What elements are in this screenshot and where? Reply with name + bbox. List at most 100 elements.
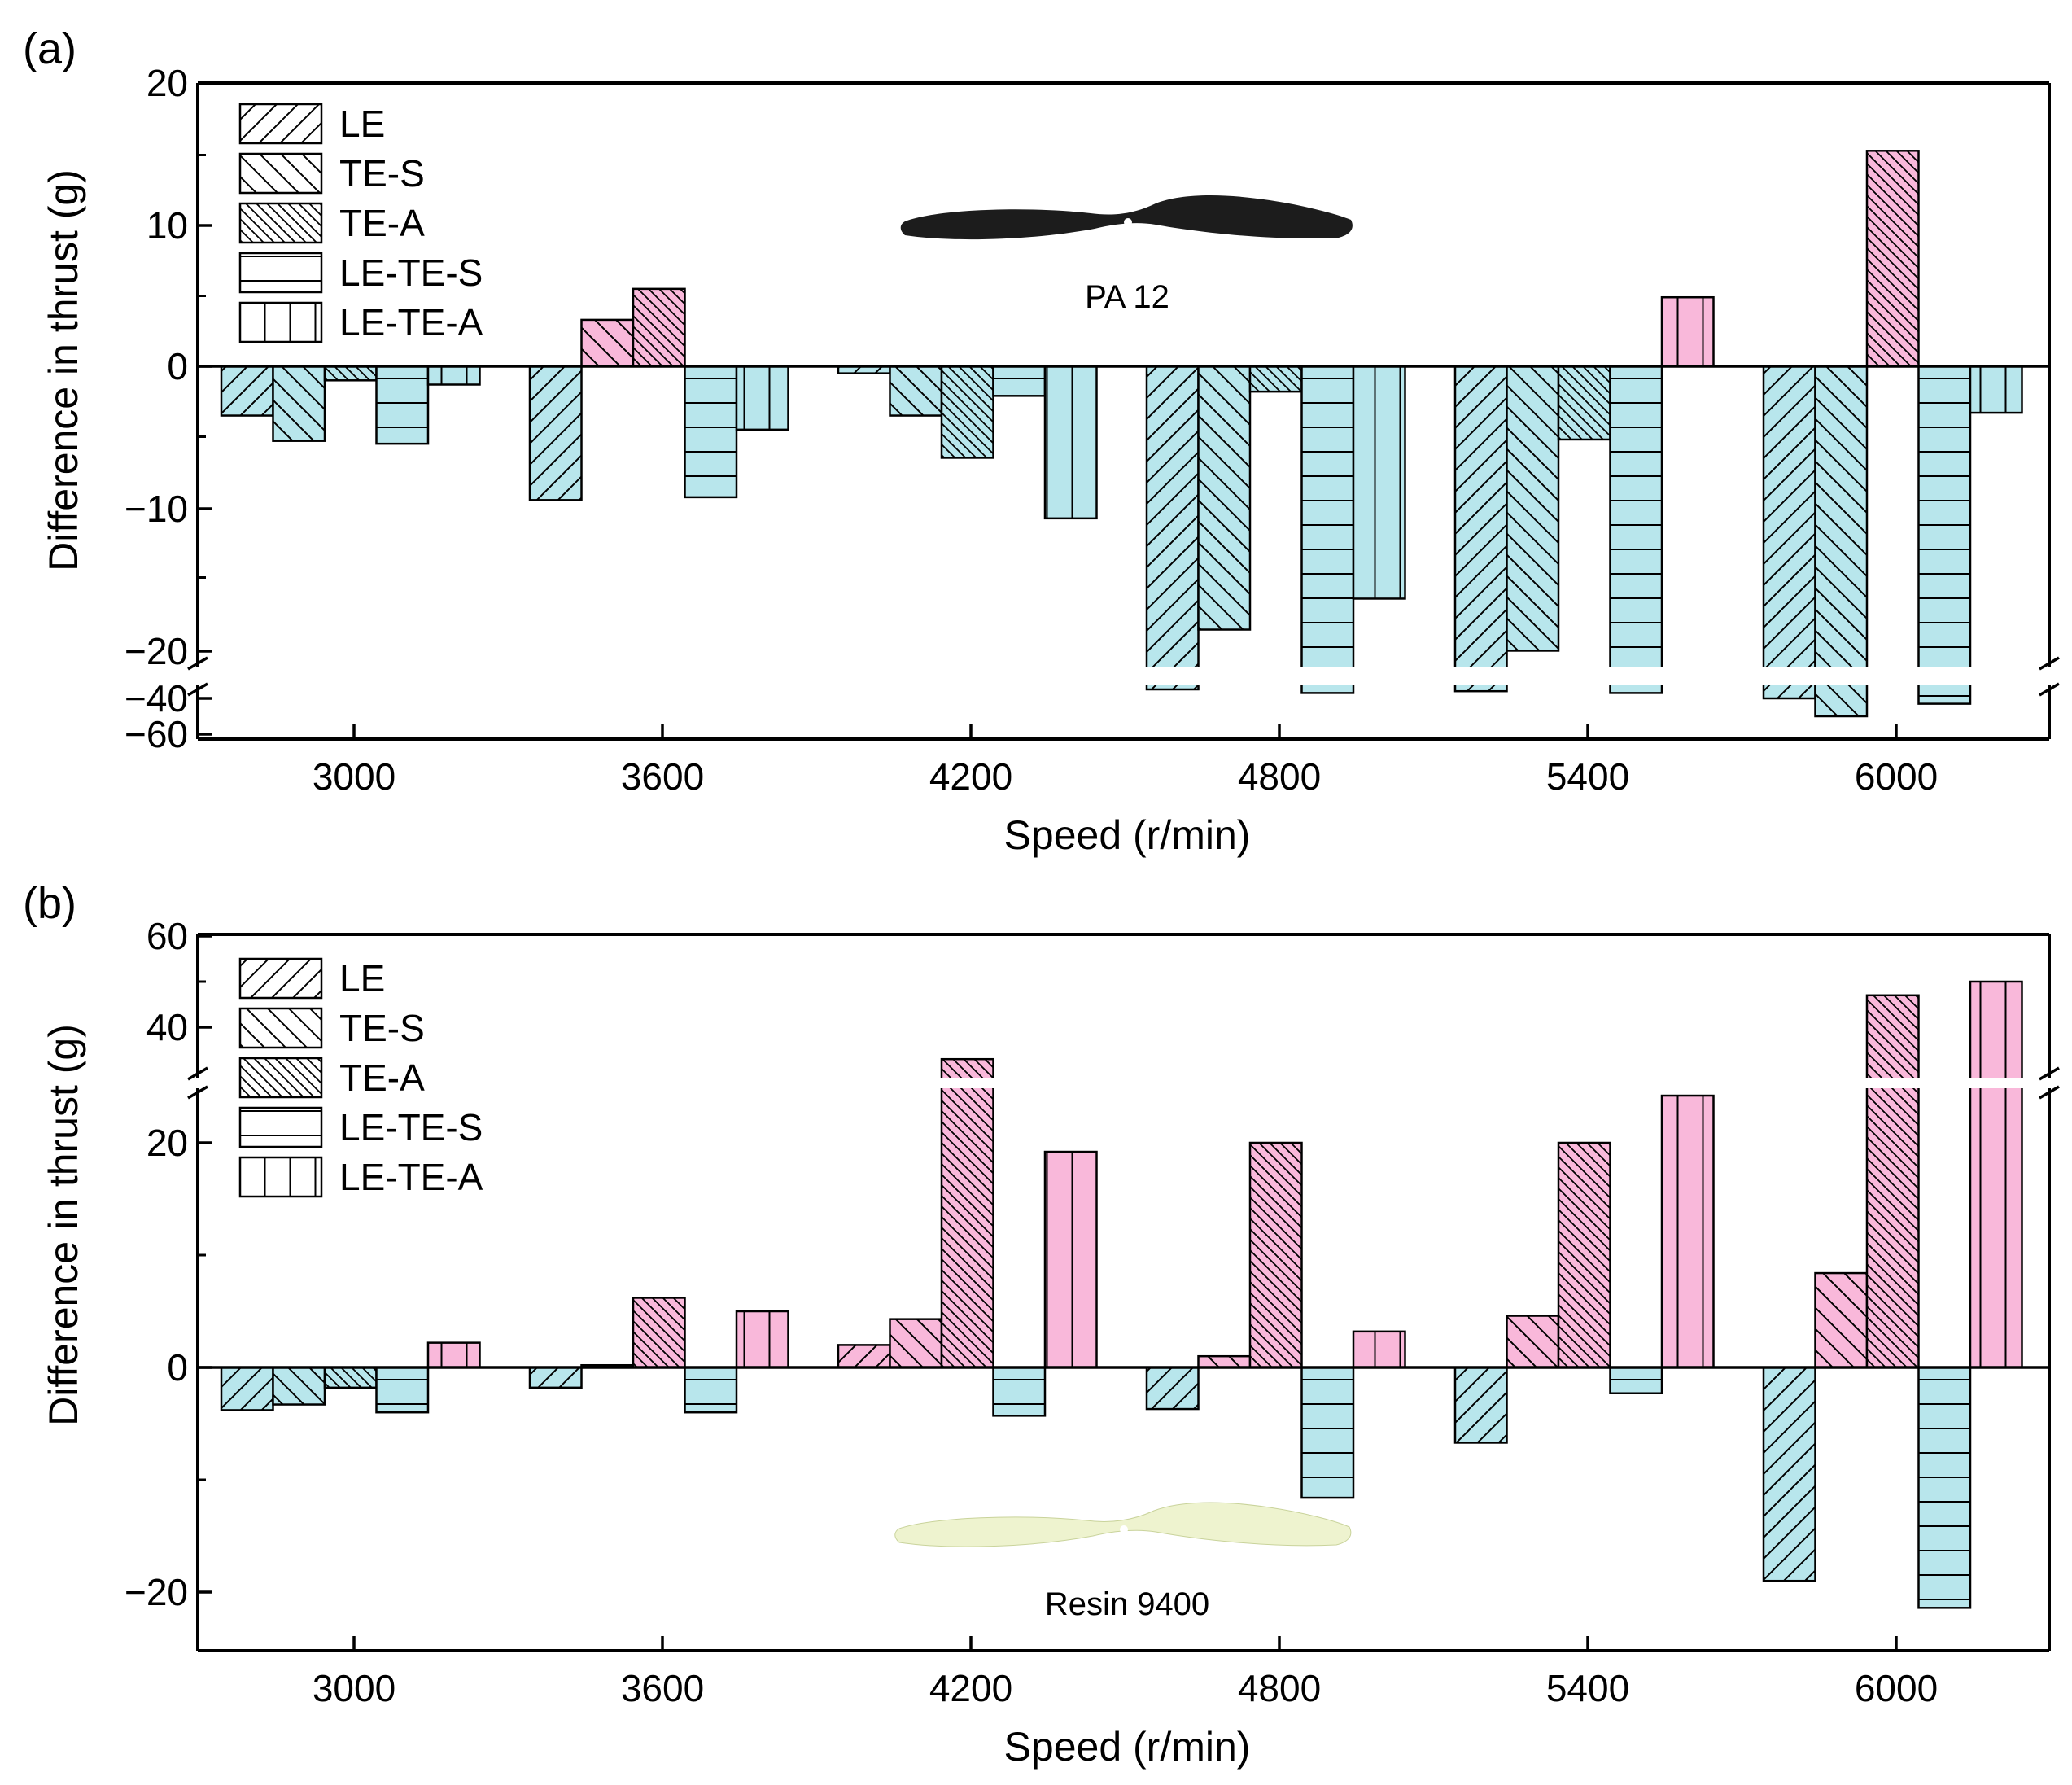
propeller-resin9400-image [894, 1502, 1352, 1547]
svg-text:4200: 4200 [929, 755, 1012, 798]
panel-b-material-label: Resin 9400 [1045, 1586, 1209, 1622]
bar-te-s-3000 [272, 365, 326, 442]
legend-item-te-a: TE-A [238, 1057, 425, 1099]
svg-text:−20: −20 [125, 1571, 188, 1613]
svg-text:4800: 4800 [1238, 755, 1321, 798]
bar-te-s-4200 [889, 1318, 943, 1369]
y-tick-20: 20 [146, 62, 212, 104]
y-tick-0: 0 [167, 345, 212, 387]
svg-text:4200: 4200 [929, 1667, 1012, 1709]
bar-le-3600 [528, 365, 583, 501]
svg-text:0: 0 [167, 1346, 188, 1389]
svg-text:10: 10 [146, 204, 188, 247]
bar-te-s-4800 [1197, 365, 1252, 631]
bar-te-a-5400 [1557, 365, 1611, 441]
right-axis-break-mark [2039, 1066, 2060, 1100]
legend-swatch-le-te-a [238, 1156, 323, 1198]
bar-te-s-6000 [1814, 365, 1869, 718]
svg-text:−40: −40 [125, 677, 188, 720]
panel-b-y-ticks: 60 40 20 0 −20 [125, 915, 212, 1613]
bar-le-5400 [1453, 365, 1508, 693]
bar-le-6000 [1762, 1366, 1816, 1582]
x-tick-6000: 6000 [1855, 724, 1938, 798]
x-tick-4800: 4800 [1238, 1636, 1321, 1709]
legend-swatch-le [238, 103, 323, 145]
bar-le-te-a-4800 [1352, 1330, 1406, 1369]
svg-text:20: 20 [146, 62, 188, 104]
legend-label-le-te-a: LE-TE-A [339, 1156, 483, 1198]
bar-te-s-6000 [1814, 1271, 1869, 1369]
x-tick-4200: 4200 [929, 1636, 1012, 1709]
panel-a-x-axis-title: Speed (r/min) [1004, 812, 1251, 858]
legend-label-te-a: TE-A [339, 1057, 425, 1099]
bar-le-te-a-4200 [1043, 1150, 1098, 1369]
bar-le-te-a-5400 [1660, 1094, 1715, 1369]
legend-item-le-te-a: LE-TE-A [238, 301, 483, 343]
bar-te-a-5400 [1557, 1141, 1611, 1369]
legend-item-le-te-s: LE-TE-S [238, 252, 483, 294]
panel-a: (a) 20 10 0 −10 −20 −40−60 3000 3600 4200 4800 54… [23, 24, 2060, 858]
bar-te-s-5400 [1506, 365, 1560, 652]
panel-a-y-axis-title: Difference in thrust (g) [41, 169, 86, 571]
legend-item-te-s: TE-S [238, 152, 425, 195]
panel-b-axis-break [199, 1078, 2048, 1088]
legend-item-te-a: TE-A [238, 202, 425, 244]
bar-te-s-3600 [580, 318, 635, 368]
axis-break-band [199, 667, 2048, 685]
bar-le-4800 [1145, 365, 1200, 691]
x-tick-5400: 5400 [1546, 1636, 1629, 1709]
x-tick-3600: 3600 [621, 724, 704, 798]
bar-le-te-s-3600 [684, 1366, 738, 1414]
legend-swatch-le [238, 957, 323, 1000]
legend-item-te-s: TE-S [238, 1007, 425, 1049]
bar-le-te-a-3000 [426, 365, 481, 386]
legend-swatch-te-s [238, 1007, 323, 1049]
bar-le-te-a-3600 [735, 365, 789, 431]
svg-text:3000: 3000 [313, 755, 396, 798]
bar-te-a-6000 [1865, 994, 1920, 1369]
svg-text:3000: 3000 [313, 1667, 396, 1709]
svg-text:6000: 6000 [1855, 755, 1938, 798]
y-tick--60: −60 [125, 713, 212, 755]
legend-item-le-te-a: LE-TE-A [238, 1156, 483, 1198]
bar-le-te-s-3000 [375, 1366, 430, 1414]
propeller-pa12-image [900, 195, 1353, 240]
legend-item-le: LE [238, 103, 385, 145]
bar-le-4200 [837, 1344, 891, 1369]
legend-label-le-te-a: LE-TE-A [339, 301, 483, 343]
bar-te-a-3600 [632, 1297, 686, 1369]
legend-swatch-le-te-s [238, 1106, 323, 1148]
y-tick--20: −20 [125, 1571, 212, 1613]
x-tick-5400: 5400 [1546, 724, 1629, 798]
panel-a-material-label: PA 12 [1085, 279, 1169, 315]
bar-te-a-4200 [940, 365, 994, 459]
bar-te-a-3000 [323, 365, 378, 382]
bar-te-s-4800 [1197, 1354, 1252, 1369]
panel-b-legend: LE TE-S TE-A LE-TE-S LE-TE-A [238, 957, 483, 1198]
y-tick--10: −10 [125, 488, 212, 530]
bar-le-te-a-4200 [1043, 365, 1098, 520]
bar-te-a-4800 [1248, 1141, 1303, 1369]
bar-le-3000 [220, 1366, 274, 1411]
bar-te-a-4800 [1248, 365, 1303, 393]
legend-label-le-te-s: LE-TE-S [339, 1106, 483, 1148]
bar-le-te-s-5400 [1609, 365, 1663, 694]
y-tick-60: 60 [146, 915, 212, 957]
legend-swatch-le-te-s [238, 252, 323, 294]
y-minor-ticks [198, 980, 206, 1481]
bar-te-a-3000 [323, 1366, 378, 1389]
bar-te-a-3600 [632, 287, 686, 368]
legend-label-te-a: TE-A [339, 202, 425, 244]
bar-le-te-s-4200 [992, 365, 1047, 397]
legend-swatch-te-a [238, 1057, 323, 1099]
legend-label-te-s: TE-S [339, 1007, 425, 1049]
x-tick-4200: 4200 [929, 724, 1012, 798]
svg-text:−20: −20 [125, 630, 188, 672]
panel-a-axis-break [199, 667, 2048, 685]
bar-te-a-4200 [940, 1057, 994, 1369]
left-axis-break-mark [187, 656, 208, 697]
x-tick-3600: 3600 [621, 1636, 704, 1709]
bar-le-te-a-5400 [1660, 295, 1715, 368]
bar-le-3600 [528, 1366, 583, 1389]
